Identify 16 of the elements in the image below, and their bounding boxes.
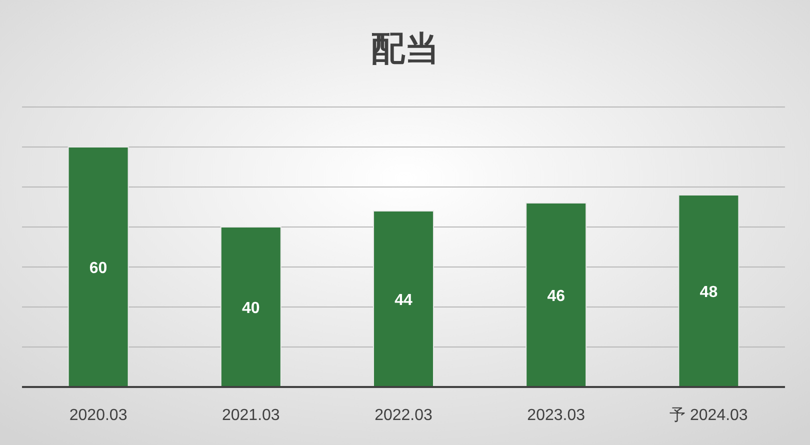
data-label: 60 xyxy=(89,260,108,277)
x-tick-label: 2021.03 xyxy=(222,407,280,424)
bar xyxy=(220,226,282,388)
bar xyxy=(68,146,129,388)
bar xyxy=(526,202,587,388)
x-tick-label: 予 2024.03 xyxy=(670,407,748,424)
x-tick-label: 2020.03 xyxy=(69,407,128,424)
chart-title: 配当 xyxy=(371,30,439,68)
data-label: 48 xyxy=(700,284,718,301)
bar xyxy=(678,194,740,388)
data-label: 44 xyxy=(394,292,412,309)
data-label: 40 xyxy=(242,300,260,317)
x-tick-label: 2022.03 xyxy=(374,407,433,424)
bar xyxy=(373,210,434,388)
x-tick-label: 2023.03 xyxy=(527,407,586,424)
data-label: 46 xyxy=(547,288,566,305)
